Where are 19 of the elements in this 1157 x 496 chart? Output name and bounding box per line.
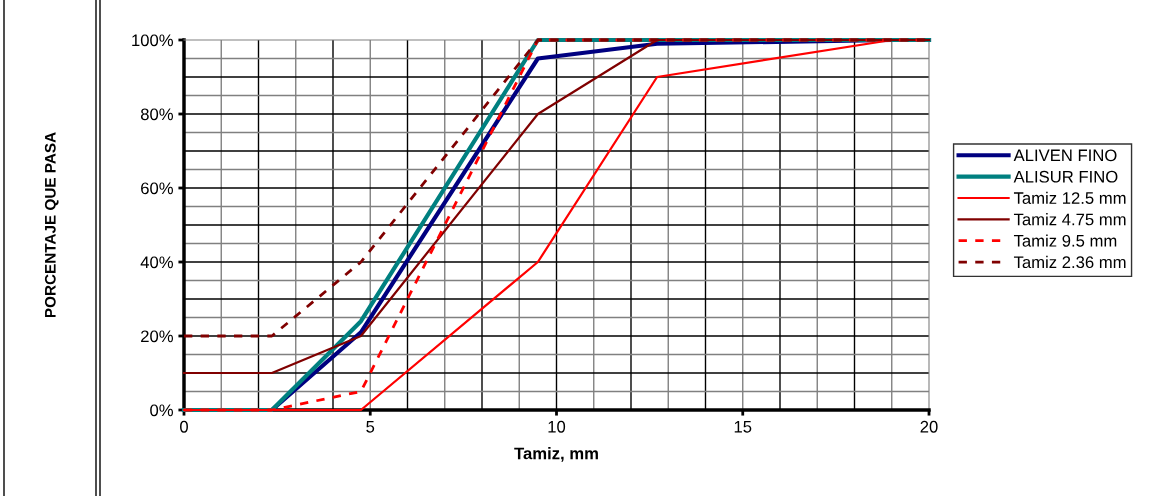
y-tick-label: 80% [140, 108, 173, 121]
x-tick-label: 10 [548, 420, 566, 433]
y-axis-title: PORCENTAJE QUE PASA [44, 132, 59, 318]
x-tick-label: 15 [734, 421, 752, 433]
legend-label: Tamiz 9.5 mm [1013, 234, 1117, 247]
x-tick-label: 20 [920, 420, 938, 433]
y-tick-label: 20% [141, 330, 173, 343]
legend-label: Tamiz 4.75 mm [1013, 213, 1126, 226]
legend-label: Tamiz 12.5 mm [1013, 191, 1126, 204]
x-axis-title: Tamiz, mm [514, 447, 598, 462]
y-tick-label: 0% [150, 404, 173, 417]
y-tick-label: 100% [132, 34, 173, 47]
legend-label: ALISUR FINO [1013, 170, 1118, 183]
y-tick-label: 60% [141, 182, 173, 195]
legend-label: ALIVEN FINO [1013, 149, 1117, 162]
y-tick-label: 40% [140, 256, 173, 269]
x-tick-label: 5 [366, 421, 375, 433]
legend-label: Tamiz 2.36 mm [1013, 255, 1126, 269]
x-tick-label: 0 [180, 420, 188, 433]
